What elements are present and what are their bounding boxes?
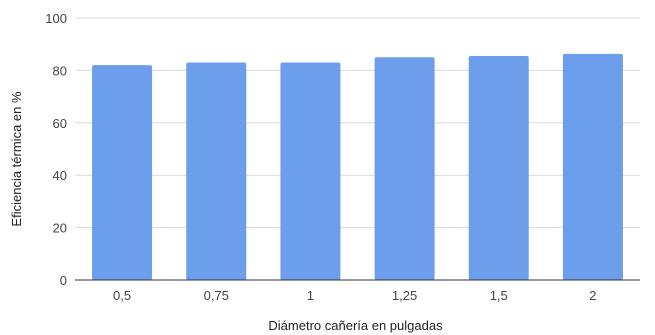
x-tick-label: 1,25 (392, 288, 417, 303)
bar (562, 53, 623, 281)
y-tick-label: 0 (60, 273, 67, 288)
gridlines (75, 17, 640, 229)
x-tick-label: 2 (589, 288, 596, 303)
bar (186, 62, 247, 280)
x-tick-label: 1,5 (490, 288, 508, 303)
bar (468, 55, 529, 280)
bar (374, 57, 435, 280)
y-tick-label: 20 (53, 221, 67, 236)
x-tick-label: 1 (307, 288, 314, 303)
x-tick-labels: 0,5 0,75 1 1,25 1,5 2 (113, 288, 596, 303)
y-tick-label: 40 (53, 168, 67, 183)
y-tick-labels: 0 20 40 60 80 100 (45, 11, 67, 288)
y-tick-label: 60 (53, 116, 67, 131)
bars (92, 53, 623, 281)
y-tick-label: 80 (53, 63, 67, 78)
x-tick-label: 0,5 (113, 288, 131, 303)
x-axis-title: Diámetro cañería en pulgadas (268, 318, 443, 333)
x-tick-label: 0,75 (204, 288, 229, 303)
y-axis-title: Eficiencia térmica en % (9, 91, 24, 227)
bar (92, 65, 153, 280)
y-tick-label: 100 (45, 11, 67, 26)
bar (280, 62, 341, 280)
